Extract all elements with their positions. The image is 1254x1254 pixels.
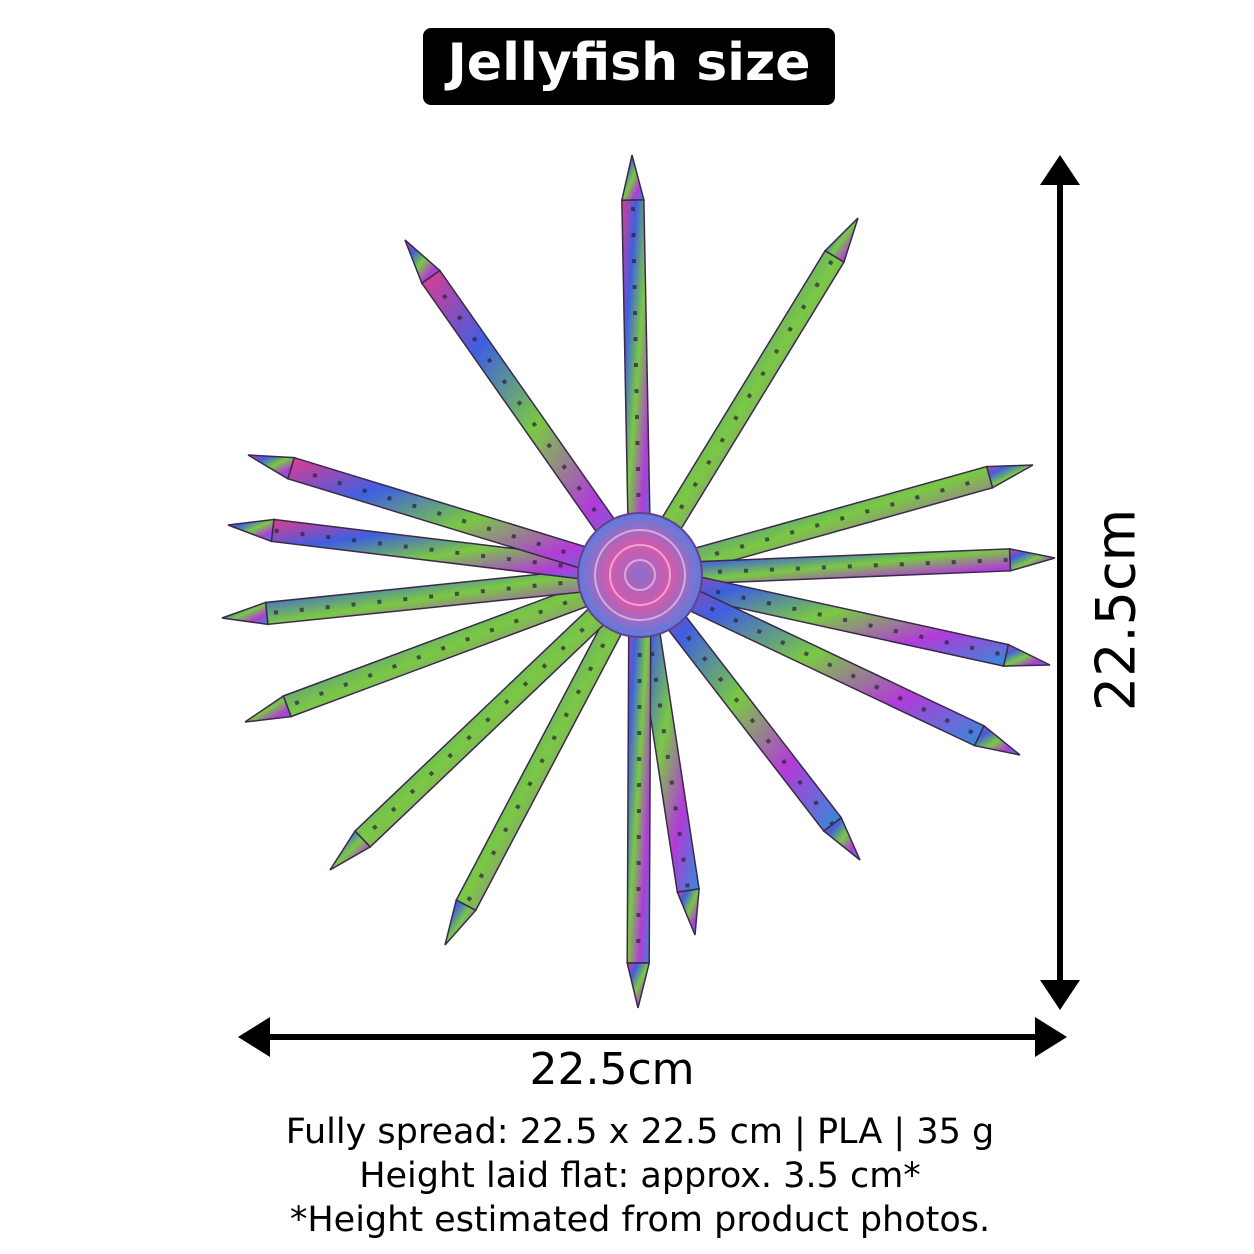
tentacle-links — [272, 528, 641, 577]
title: Jellyfish size — [444, 33, 810, 93]
tentacle-tip — [823, 217, 859, 264]
tentacle-tip — [676, 887, 700, 936]
arrow-head — [1040, 155, 1080, 185]
height-arrow — [1040, 155, 1080, 1010]
height-label: 22.5cm — [1085, 509, 1148, 712]
tentacle-tip — [1002, 643, 1051, 667]
tentacle-tip — [1008, 547, 1056, 572]
tentacle-tip — [329, 829, 372, 871]
tentacle-links — [286, 573, 641, 709]
arrow-head — [1035, 1017, 1067, 1057]
caption-line: Height laid flat: approx. 3.5 cm* — [359, 1156, 921, 1196]
tentacle-tip — [985, 464, 1034, 489]
width-label: 22.5cm — [529, 1044, 694, 1095]
arrow-head — [1040, 980, 1080, 1010]
tentacle-links — [639, 557, 1011, 577]
tentacle-tip — [244, 694, 293, 723]
caption-line: *Height estimated from product photos. — [290, 1200, 990, 1240]
tentacle-links — [630, 199, 642, 576]
tentacle-tip — [973, 724, 1021, 756]
width-arrow — [238, 1017, 1067, 1057]
tentacle-links — [266, 573, 641, 616]
jellyfish-illustration — [221, 154, 1056, 1009]
hub-ring — [594, 529, 686, 621]
tentacle-tip — [227, 518, 275, 543]
tentacle-tip — [626, 962, 651, 1009]
hub — [577, 512, 703, 638]
title-badge — [423, 28, 835, 105]
tentacle-tip — [620, 154, 645, 201]
tentacle-tip — [247, 454, 296, 480]
tentacle-links — [429, 275, 642, 577]
tentacle-tip — [221, 601, 269, 626]
tentacle-tip — [404, 239, 442, 285]
tentacle-tip — [444, 898, 477, 946]
hub-ring — [609, 544, 671, 606]
tentacle-links — [290, 466, 641, 577]
tentacle-links — [639, 573, 1007, 658]
arrow-head — [238, 1017, 270, 1057]
hub-ring — [624, 559, 656, 591]
tentacle-links — [639, 573, 981, 738]
tentacle-tip — [822, 816, 861, 861]
caption-line: Fully spread: 22.5 x 22.5 cm | PLA | 35 … — [286, 1112, 994, 1152]
